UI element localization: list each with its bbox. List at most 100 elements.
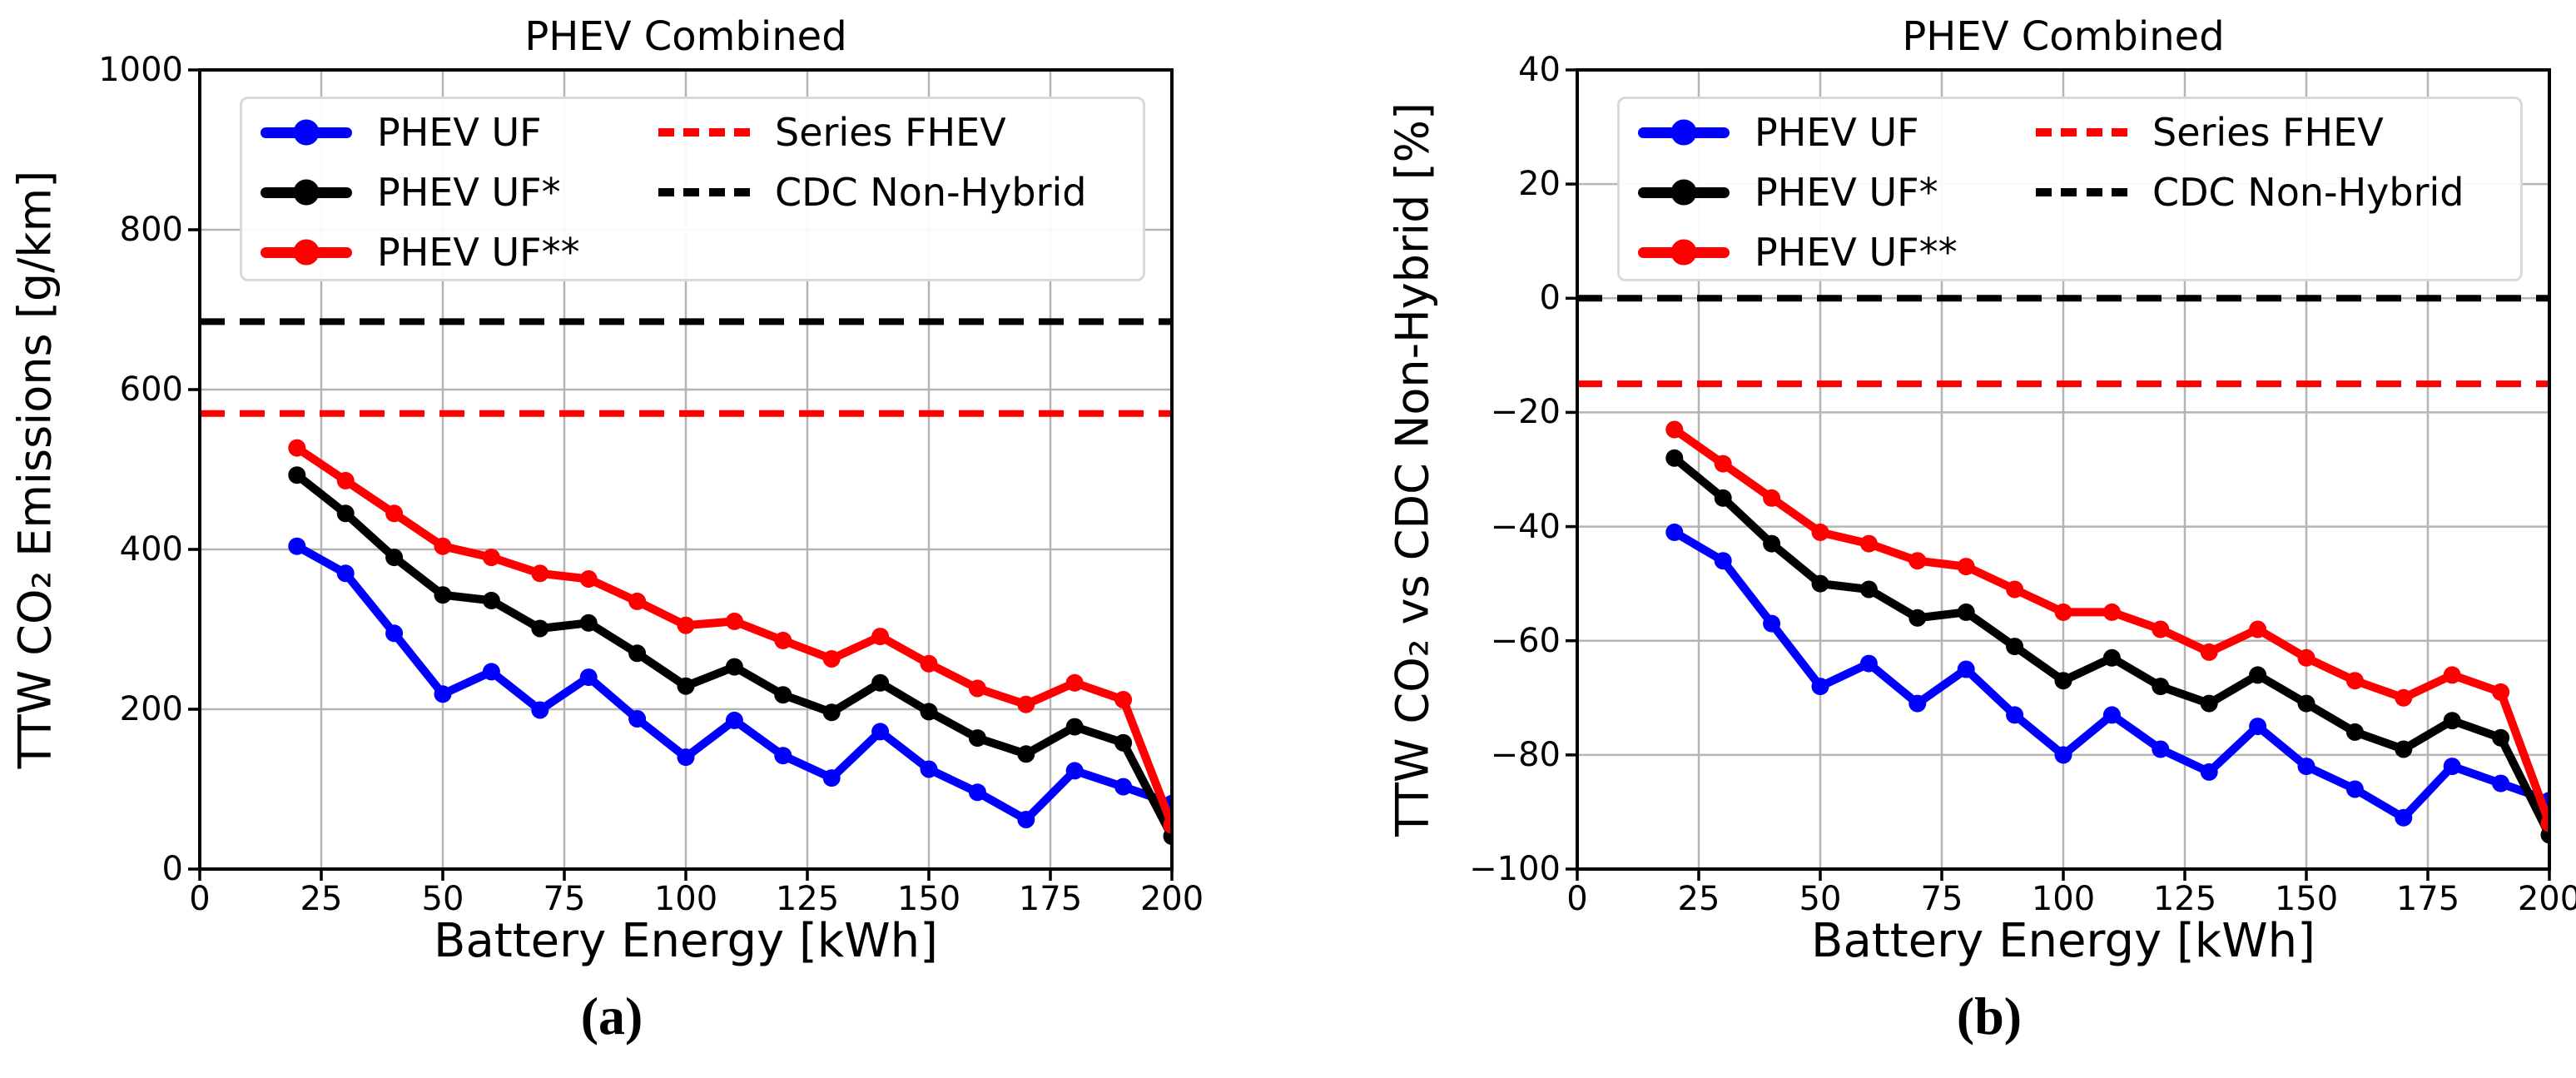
series-marker bbox=[871, 723, 890, 741]
series-marker bbox=[677, 677, 695, 695]
chart-title: PHEV Combined bbox=[524, 13, 847, 60]
series-marker bbox=[2249, 718, 2267, 736]
series-marker bbox=[1714, 552, 1732, 570]
series-marker bbox=[2345, 780, 2364, 798]
series-marker bbox=[2395, 688, 2413, 707]
series-line bbox=[1670, 425, 2549, 828]
series-marker bbox=[968, 783, 986, 802]
y-tick-label: −40 bbox=[1490, 507, 1561, 546]
legend-item: PHEV UF bbox=[261, 102, 580, 162]
x-tick-label: 25 bbox=[300, 880, 343, 918]
y-tick-label: 0 bbox=[1539, 279, 1561, 318]
x-tick-label: 200 bbox=[2517, 880, 2576, 918]
series-marker bbox=[822, 650, 841, 668]
x-tick-label: 125 bbox=[2152, 880, 2217, 918]
series-marker bbox=[2054, 672, 2072, 690]
x-axis-label: Battery Energy [kWh] bbox=[1811, 914, 2315, 968]
y-tick-label: −20 bbox=[1490, 393, 1561, 432]
series-marker bbox=[1859, 580, 1878, 599]
series-marker bbox=[2443, 712, 2461, 730]
series-marker bbox=[2006, 706, 2024, 724]
legend-label: CDC Non-Hybrid bbox=[2152, 169, 2464, 215]
series-marker bbox=[2297, 648, 2315, 667]
y-tick-label: 0 bbox=[161, 850, 183, 888]
series-marker bbox=[2102, 603, 2121, 621]
series-marker bbox=[2200, 694, 2218, 713]
series-marker bbox=[2395, 808, 2413, 827]
y-tick-label: −80 bbox=[1490, 735, 1561, 774]
y-tick-label: 200 bbox=[119, 690, 183, 728]
x-tick-label: 175 bbox=[2395, 880, 2460, 918]
y-axis-label: TTW CO₂ Emissions [g/km] bbox=[8, 170, 62, 769]
series-marker bbox=[2443, 666, 2461, 684]
series-marker bbox=[677, 616, 695, 634]
series-marker bbox=[822, 703, 841, 722]
y-tick-label: −100 bbox=[1469, 850, 1561, 888]
y-tick-label: 1000 bbox=[98, 51, 183, 89]
legend-line-sample bbox=[261, 239, 352, 266]
series-marker bbox=[2297, 758, 2315, 776]
y-tick-label: 400 bbox=[119, 530, 183, 569]
series-marker bbox=[968, 729, 986, 748]
legend-line-sample bbox=[1638, 239, 1730, 266]
series-marker bbox=[677, 748, 695, 767]
legend-dash-sample bbox=[2036, 188, 2127, 196]
series-marker bbox=[920, 703, 938, 721]
series-marker bbox=[774, 631, 792, 649]
series-marker bbox=[1763, 489, 1781, 507]
plot-border bbox=[198, 68, 1174, 871]
legend-item: Series FHEV bbox=[658, 102, 1087, 162]
legend-marker-icon bbox=[293, 119, 320, 146]
series-marker bbox=[2054, 746, 2072, 764]
series-line bbox=[292, 444, 1172, 830]
legend-label: PHEV UF** bbox=[377, 229, 580, 275]
series-marker bbox=[434, 685, 452, 703]
legend-item: PHEV UF bbox=[1638, 102, 1958, 162]
legend-marker-icon bbox=[1670, 119, 1697, 146]
series-marker bbox=[1908, 552, 1927, 570]
y-axis-label: TTW CO₂ vs CDC Non-Hybrid [%] bbox=[1386, 102, 1439, 837]
series-marker bbox=[1065, 718, 1084, 736]
legend-item: PHEV UF* bbox=[261, 162, 580, 222]
series-marker bbox=[1163, 816, 1172, 834]
series-marker bbox=[482, 591, 500, 609]
legend: PHEV UF PHEV UF* PHEV UF** Series FHEV bbox=[1617, 97, 2523, 281]
series-marker bbox=[628, 644, 647, 663]
x-tick-label: 50 bbox=[421, 880, 464, 918]
series-marker bbox=[822, 769, 841, 787]
series-marker bbox=[1665, 523, 1684, 541]
series-marker bbox=[482, 549, 500, 567]
series-marker bbox=[1763, 534, 1781, 553]
series-marker bbox=[2443, 758, 2461, 776]
subplot-b: PHEV Combined TTW CO₂ vs CDC Non-Hybrid … bbox=[1377, 0, 2576, 1078]
series-marker bbox=[531, 619, 549, 638]
legend-item: PHEV UF* bbox=[1638, 162, 1958, 222]
series-marker bbox=[2345, 723, 2364, 741]
series-marker bbox=[628, 710, 647, 728]
x-tick-label: 25 bbox=[1677, 880, 1720, 918]
series-marker bbox=[920, 654, 938, 673]
series-marker bbox=[725, 711, 743, 729]
y-tick-label: 600 bbox=[119, 370, 183, 409]
x-tick-label: 125 bbox=[775, 880, 840, 918]
series-marker bbox=[2152, 740, 2170, 758]
series-marker bbox=[288, 466, 306, 484]
series-marker bbox=[1714, 455, 1732, 473]
series-line bbox=[292, 470, 1172, 841]
legend-line-sample bbox=[1638, 119, 1730, 146]
series-marker bbox=[871, 673, 890, 692]
series-marker bbox=[1957, 660, 1975, 678]
legend-line-sample bbox=[1638, 179, 1730, 206]
series-marker bbox=[2492, 774, 2510, 792]
legend-label: PHEV UF** bbox=[1755, 229, 1958, 275]
y-tick-label: 20 bbox=[1518, 165, 1561, 204]
series-marker bbox=[579, 668, 598, 687]
series-marker bbox=[385, 624, 404, 643]
series-marker bbox=[1065, 673, 1084, 692]
series-marker bbox=[1859, 534, 1878, 553]
legend-item: PHEV UF** bbox=[1638, 222, 1958, 282]
series-marker bbox=[1114, 691, 1133, 708]
series-marker bbox=[1665, 420, 1684, 439]
legend-item: CDC Non-Hybrid bbox=[658, 162, 1087, 222]
